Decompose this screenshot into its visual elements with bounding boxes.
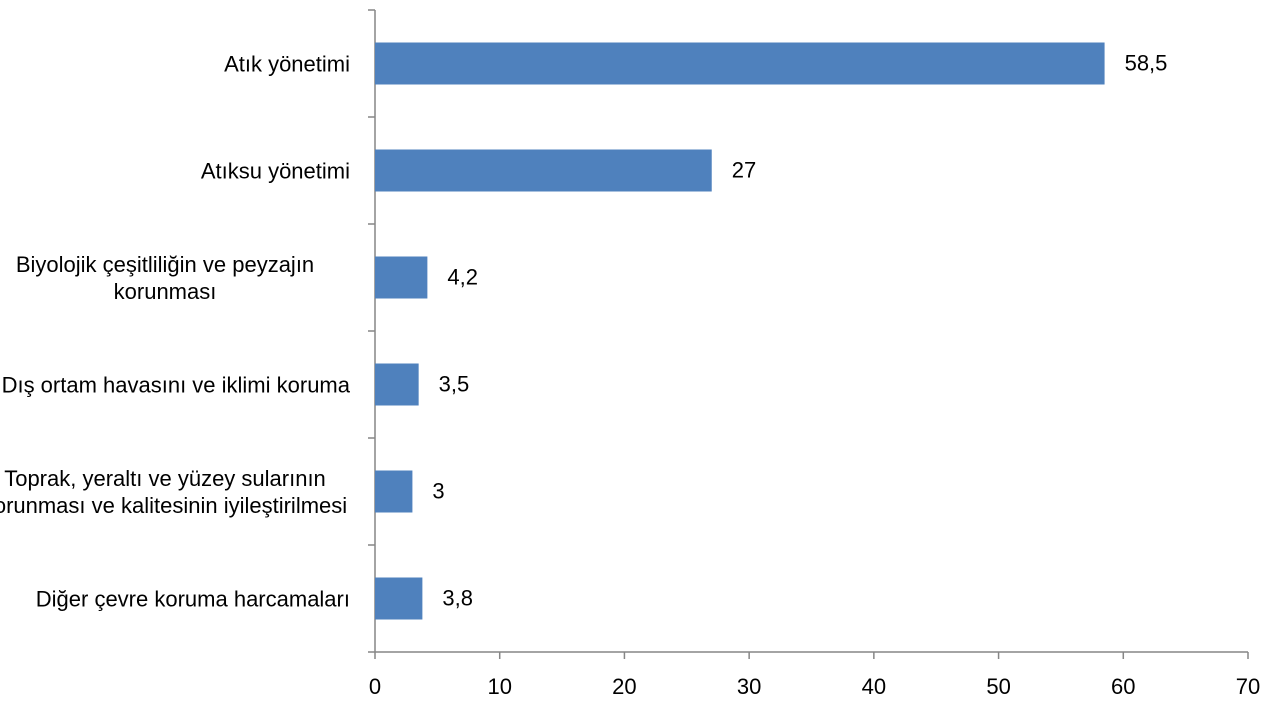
bar [375,470,413,513]
value-label: 3 [432,478,444,503]
category-label: Toprak, yeraltı ve yüzey sularının korun… [0,465,350,519]
x-tick-label: 60 [1111,674,1135,699]
category-label: Diğer çevre koruma harcamaları [0,585,350,612]
bar [375,42,1105,85]
bar [375,256,428,299]
value-label: 4,2 [447,264,478,289]
value-label: 3,5 [439,371,470,396]
category-text: Biyolojik çeşitliliğin ve peyzajın korun… [15,251,315,304]
category-text: Atık yönetimi [224,51,350,76]
category-text: Diğer çevre koruma harcamaları [35,586,350,611]
x-tick-label: 70 [1236,674,1260,699]
category-label: Dış ortam havasını ve iklimi koruma [0,371,350,398]
value-label: 58,5 [1125,50,1168,75]
bar [375,149,712,192]
category-text: Toprak, yeraltı ve yüzey sularının korun… [0,465,348,518]
x-tick-label: 50 [986,674,1010,699]
category-text: Dış ortam havasını ve iklimi koruma [1,372,350,397]
bar [375,363,419,406]
x-tick-label: 30 [737,674,761,699]
x-tick-label: 0 [369,674,381,699]
bar [375,577,423,620]
x-tick-label: 40 [862,674,886,699]
category-label: Atık yönetimi [0,50,350,77]
value-label: 3,8 [442,585,473,610]
category-label: Atıksu yönetimi [0,157,350,184]
category-label: Biyolojik çeşitliliğin ve peyzajın korun… [0,251,350,305]
category-text: Atıksu yönetimi [200,158,350,183]
value-label: 27 [732,157,756,182]
x-tick-label: 20 [612,674,636,699]
x-tick-label: 10 [487,674,511,699]
